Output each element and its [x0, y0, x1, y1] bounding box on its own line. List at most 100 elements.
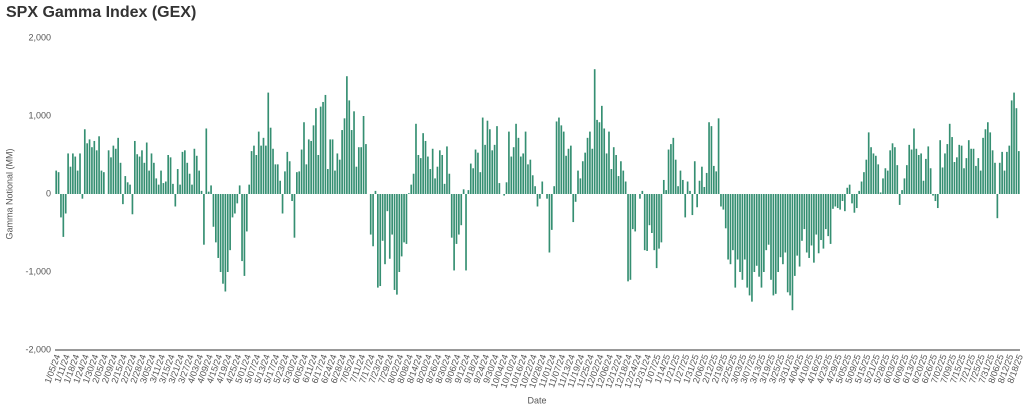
bar — [791, 194, 794, 311]
bar — [250, 151, 253, 194]
bar — [848, 184, 851, 194]
bar — [789, 194, 791, 296]
bar — [427, 156, 429, 194]
bar — [319, 106, 322, 194]
bar — [296, 172, 298, 194]
bar — [975, 165, 977, 194]
bar — [877, 164, 880, 194]
bar — [324, 94, 327, 194]
bar — [677, 186, 679, 194]
bar — [1001, 151, 1003, 194]
bar — [829, 194, 832, 244]
bar — [679, 170, 682, 194]
bar — [458, 194, 460, 235]
bar — [820, 194, 822, 241]
bar — [484, 144, 486, 194]
bar — [817, 194, 820, 254]
bar — [403, 194, 405, 243]
bar — [629, 194, 632, 280]
bar — [69, 166, 72, 194]
bar — [343, 118, 346, 194]
bar — [674, 159, 677, 194]
bar — [205, 128, 208, 194]
bar — [858, 190, 861, 194]
bar — [870, 147, 872, 194]
bar — [793, 194, 796, 276]
bar — [712, 165, 715, 194]
bar — [603, 128, 606, 194]
bar — [627, 194, 629, 282]
bar — [133, 140, 136, 194]
bar — [932, 194, 934, 196]
bar — [122, 194, 124, 205]
bar — [510, 156, 513, 194]
bar — [81, 194, 84, 199]
bar — [939, 140, 942, 194]
bar — [875, 155, 877, 194]
bar — [522, 153, 525, 194]
bar — [508, 131, 510, 194]
bar — [765, 194, 768, 251]
bar — [360, 147, 363, 194]
bar — [212, 194, 215, 227]
bar — [253, 145, 255, 194]
bar — [172, 183, 174, 194]
bar — [846, 187, 849, 194]
bar — [648, 194, 651, 226]
bar — [801, 194, 803, 241]
bar — [315, 108, 317, 194]
bar — [346, 76, 348, 194]
bar — [348, 100, 351, 194]
bar — [91, 147, 93, 194]
bar — [746, 194, 749, 288]
bar — [710, 126, 713, 194]
bar — [129, 184, 131, 194]
bar — [260, 145, 262, 194]
bar — [214, 194, 217, 243]
bar — [167, 155, 170, 194]
bar — [224, 194, 227, 292]
bar — [743, 194, 746, 260]
bar — [550, 194, 553, 230]
bar — [970, 148, 972, 194]
x-axis-title: Date — [527, 395, 546, 405]
bar — [98, 136, 100, 194]
bar — [284, 171, 286, 194]
bar — [565, 155, 567, 194]
bar — [496, 126, 498, 194]
bar — [191, 184, 193, 194]
bar — [684, 194, 687, 218]
bar — [184, 150, 186, 194]
bar — [925, 158, 927, 194]
bar — [462, 189, 465, 194]
bar — [958, 144, 961, 194]
bar — [181, 151, 184, 194]
bar — [517, 137, 520, 194]
bar — [863, 172, 865, 194]
bar — [443, 183, 446, 194]
bar — [338, 159, 341, 194]
bar — [310, 140, 312, 194]
bar — [62, 194, 65, 237]
bar — [655, 194, 658, 269]
bar — [95, 150, 98, 194]
bar — [631, 194, 634, 230]
bar — [555, 121, 558, 194]
bar — [126, 182, 129, 194]
bar — [784, 194, 787, 253]
bar — [1006, 151, 1008, 194]
bar — [898, 194, 901, 205]
bar — [503, 194, 505, 196]
bar — [245, 194, 248, 232]
bar — [934, 194, 937, 202]
bar — [448, 173, 451, 194]
bar — [796, 194, 799, 256]
bar — [927, 146, 930, 194]
bar — [827, 194, 830, 237]
bar — [55, 170, 58, 194]
bar — [696, 194, 698, 208]
bar — [536, 194, 539, 207]
bar — [574, 194, 577, 202]
bar — [60, 194, 62, 218]
bar — [584, 152, 586, 194]
